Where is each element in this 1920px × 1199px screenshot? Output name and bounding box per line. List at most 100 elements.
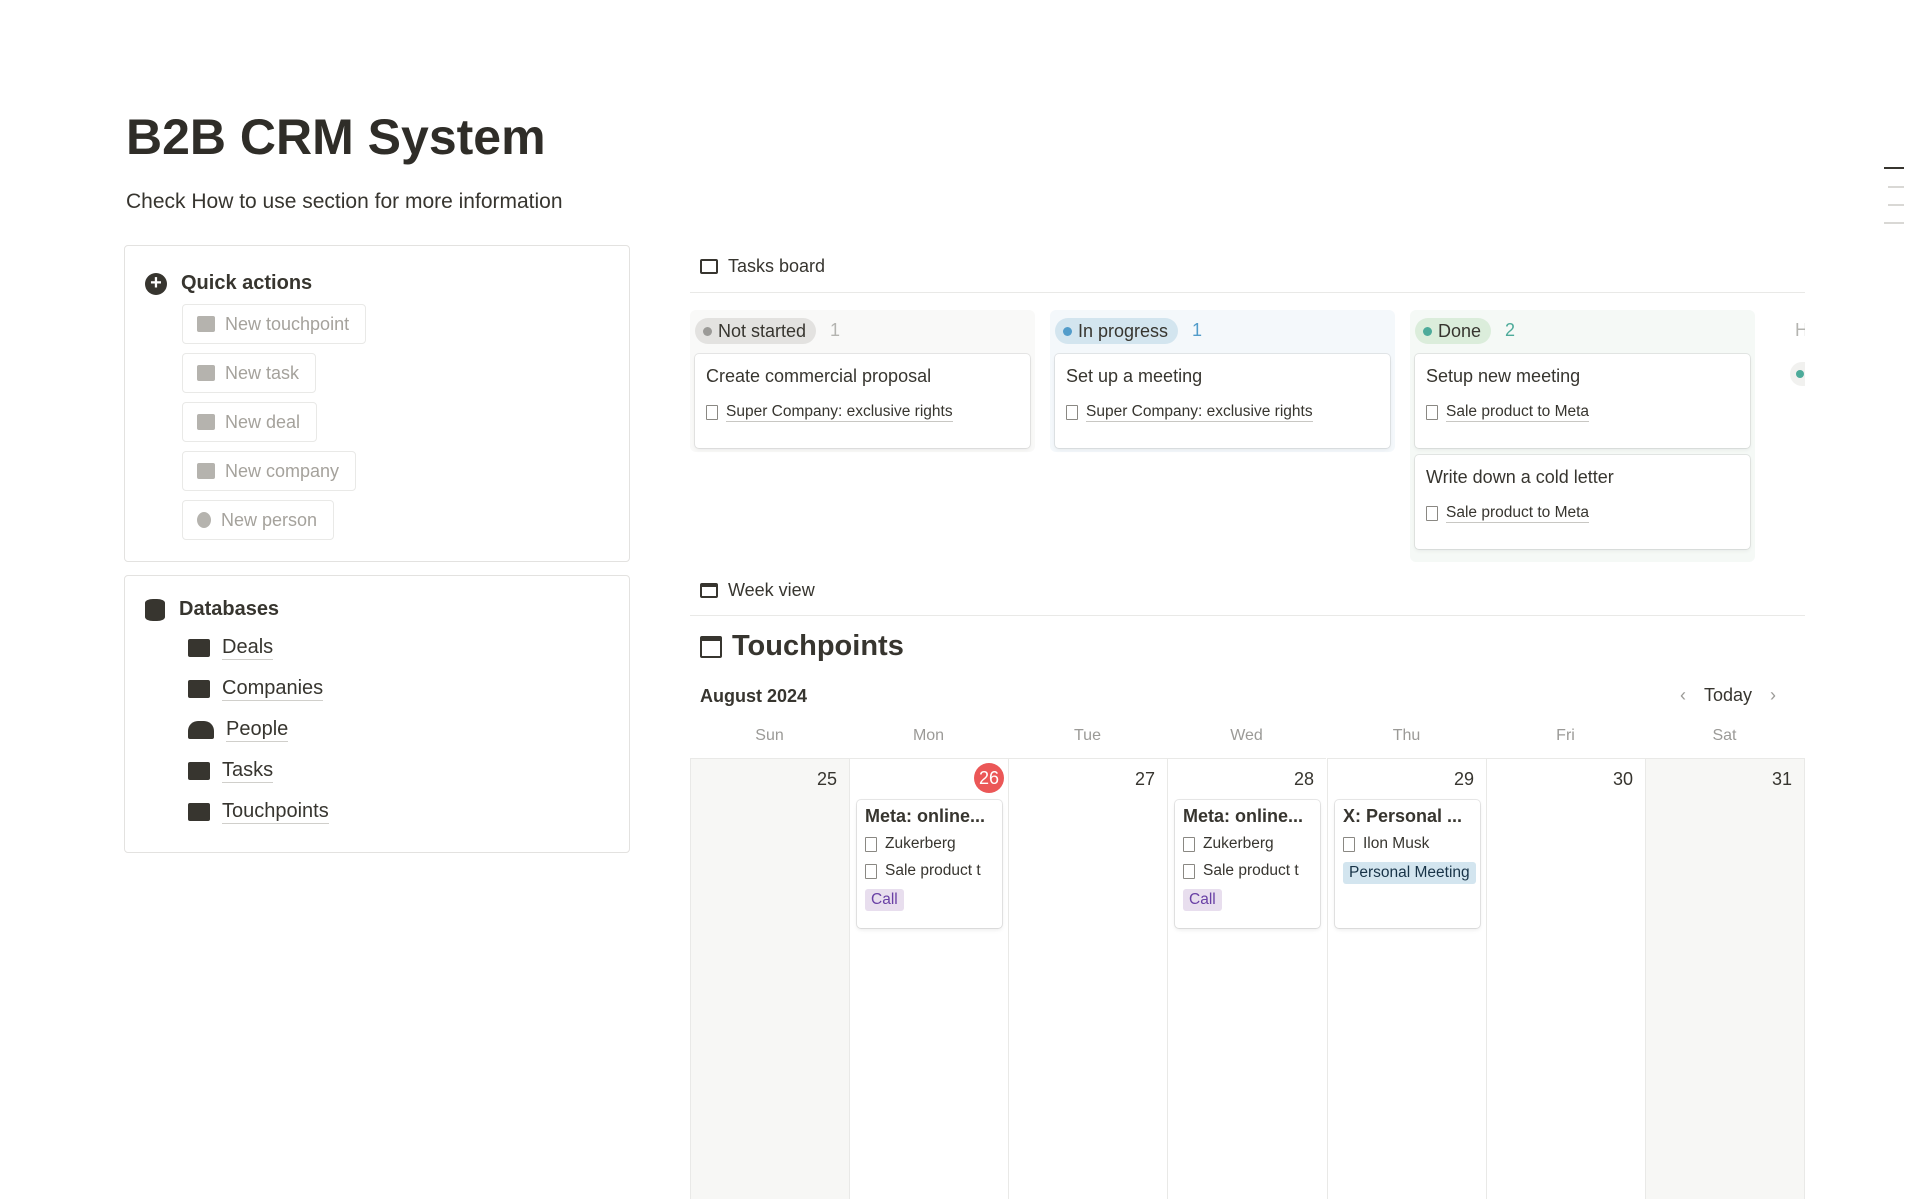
date-number: 30 <box>1612 769 1633 789</box>
task-card[interactable]: Write down a cold letter Sale product to … <box>1415 455 1750 549</box>
day-cell-sat[interactable]: 31 <box>1645 758 1805 1199</box>
people-icon <box>188 721 214 739</box>
date-number: 31 <box>1771 769 1792 789</box>
page-icon <box>1426 405 1438 420</box>
tasks-board-tab[interactable]: Tasks board <box>700 256 825 277</box>
date-number: 28 <box>1293 769 1314 789</box>
checkbox-icon <box>197 365 215 381</box>
toc-marker[interactable] <box>1888 204 1904 206</box>
quick-actions-title: Quick actions <box>181 272 313 294</box>
status-label: In progress <box>1078 320 1169 341</box>
task-title: Write down a cold letter <box>1426 467 1614 487</box>
day-header: Sat <box>1712 727 1737 744</box>
week-view-tab[interactable]: Week view <box>700 580 815 601</box>
date-number: 25 <box>816 769 837 789</box>
toc-marker[interactable] <box>1888 186 1904 188</box>
page-icon <box>1183 836 1195 852</box>
link-label: Tasks <box>222 759 274 783</box>
date-number: 27 <box>1134 769 1155 789</box>
page-icon <box>1426 506 1438 521</box>
briefcase-icon <box>197 414 215 430</box>
new-task-button[interactable]: New task <box>182 353 317 393</box>
day-cell-thu[interactable]: 29 X: Personal ... Ilon Musk Personal Meet… <box>1327 758 1486 1199</box>
databases-header: Databases <box>145 598 279 621</box>
event-person[interactable]: Ilon Musk <box>1363 835 1430 852</box>
day-cell-mon[interactable]: 26 Meta: online... Zukerberg Sale product … <box>849 758 1008 1199</box>
status-badge: Done <box>1415 318 1492 344</box>
new-person-button[interactable]: New person <box>182 500 335 540</box>
hidden-column-header[interactable]: H <box>1795 320 1805 340</box>
toc-marker[interactable] <box>1884 167 1904 169</box>
event-card[interactable]: Meta: online... Zukerberg Sale product t Ca… <box>857 800 1002 928</box>
today-button[interactable]: Today <box>1704 685 1753 705</box>
chevron-right-icon[interactable]: › <box>1770 685 1777 705</box>
event-type-tag: Call <box>1183 889 1222 911</box>
button-label: New company <box>225 460 340 481</box>
link-label: Touchpoints <box>222 800 329 824</box>
person-icon <box>197 512 211 528</box>
chevron-left-icon[interactable]: ‹ <box>1680 685 1686 705</box>
toc-marker[interactable] <box>1884 222 1904 224</box>
event-person[interactable]: Zukerberg <box>1203 835 1274 852</box>
calendar-icon <box>197 316 215 332</box>
task-relation-link[interactable]: Sale product to Meta <box>1446 504 1590 523</box>
new-deal-button[interactable]: New deal <box>182 402 318 442</box>
checkbox-icon <box>188 762 210 780</box>
event-deal[interactable]: Sale product t <box>1203 862 1299 879</box>
task-card[interactable]: Set up a meeting Super Company: exclusive… <box>1055 354 1390 448</box>
database-link-people[interactable]: People <box>188 718 289 742</box>
divider <box>690 292 1805 293</box>
hidden-column-peek <box>1790 362 1805 386</box>
quick-actions-panel: + Quick actions New touchpoint New task N… <box>124 245 630 562</box>
calendar-title[interactable]: Touchpoints <box>732 630 904 662</box>
divider <box>690 615 1805 616</box>
database-link-companies[interactable]: Companies <box>188 677 324 701</box>
button-label: New task <box>225 362 300 383</box>
page-icon <box>706 405 718 420</box>
link-label: Companies <box>222 677 324 701</box>
task-card[interactable]: Setup new meeting Sale product to Meta <box>1415 354 1750 448</box>
today-date-badge: 26 <box>974 763 1004 793</box>
page-subtitle: Check How to use section for more inform… <box>126 190 563 213</box>
database-link-tasks[interactable]: Tasks <box>188 759 274 783</box>
column-count: 2 <box>1505 319 1516 340</box>
day-cell-fri[interactable]: 30 <box>1486 758 1645 1199</box>
column-count: 1 <box>1192 319 1203 340</box>
day-cell-tue[interactable]: 27 <box>1008 758 1167 1199</box>
status-label: Done <box>1438 320 1482 341</box>
bank-icon <box>197 463 215 479</box>
page-icon <box>1343 836 1355 852</box>
day-header: Wed <box>1230 727 1263 744</box>
status-dot-icon <box>1796 370 1804 378</box>
event-card[interactable]: Meta: online... Zukerberg Sale product t Ca… <box>1175 800 1320 928</box>
task-card[interactable]: Create commercial proposal Super Company:… <box>695 354 1030 448</box>
task-relation-link[interactable]: Super Company: exclusive rights <box>1086 403 1313 422</box>
day-cell-sun[interactable]: 25 <box>690 758 849 1199</box>
page-icon <box>1066 405 1078 420</box>
event-deal[interactable]: Sale product t <box>885 862 981 879</box>
briefcase-icon <box>188 639 210 657</box>
event-title: Meta: online... <box>1183 806 1304 826</box>
date-number: 29 <box>1453 769 1474 789</box>
database-link-touchpoints[interactable]: Touchpoints <box>188 800 329 824</box>
day-header: Tue <box>1074 727 1101 744</box>
database-link-deals[interactable]: Deals <box>188 636 274 660</box>
page-title: B2B CRM System <box>126 109 546 165</box>
event-person[interactable]: Zukerberg <box>885 835 956 852</box>
status-dot-icon <box>703 326 712 336</box>
status-badge: In progress <box>1055 318 1179 344</box>
status-dot-icon <box>1423 326 1432 336</box>
task-relation-link[interactable]: Super Company: exclusive rights <box>726 403 953 422</box>
status-label: Not started <box>718 320 807 341</box>
link-label: Deals <box>222 636 274 660</box>
new-company-button[interactable]: New company <box>182 451 357 491</box>
board-icon <box>700 259 718 274</box>
new-touchpoint-button[interactable]: New touchpoint <box>182 304 367 344</box>
day-header: Sun <box>755 727 784 744</box>
button-label: New person <box>221 509 318 530</box>
task-relation-link[interactable]: Sale product to Meta <box>1446 403 1590 422</box>
day-cell-wed[interactable]: 28 Meta: online... Zukerberg Sale product … <box>1167 758 1326 1199</box>
page-icon <box>865 863 877 879</box>
event-card[interactable]: X: Personal ... Ilon Musk Personal Meeting <box>1335 800 1480 928</box>
column-count: 1 <box>830 319 841 340</box>
